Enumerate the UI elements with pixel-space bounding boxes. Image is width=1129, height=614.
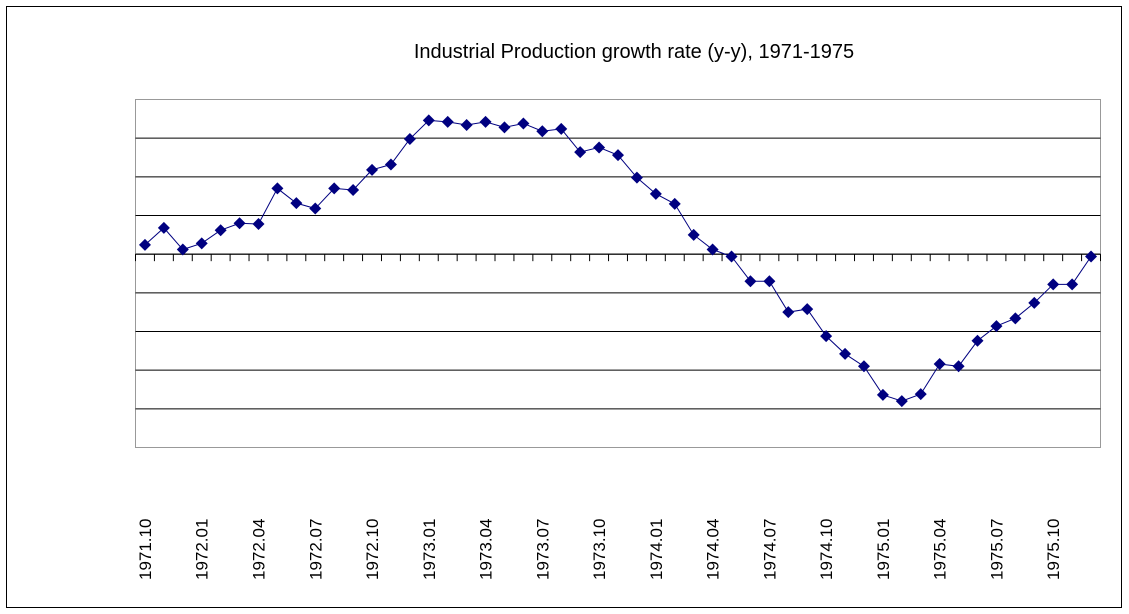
data-point <box>441 115 454 128</box>
data-point <box>1085 250 1098 263</box>
data-point <box>725 250 738 263</box>
x-tick-label: 1973.07 <box>533 519 552 580</box>
data-point <box>309 202 322 215</box>
data-point <box>895 395 908 408</box>
data-point <box>1047 278 1060 291</box>
data-point <box>914 388 927 401</box>
data-point <box>384 158 397 171</box>
data-point <box>479 115 492 128</box>
data-point <box>290 197 303 210</box>
data-point <box>328 182 341 195</box>
data-point <box>801 303 814 316</box>
data-point <box>687 228 700 241</box>
x-tick-label: 1974.04 <box>704 519 723 580</box>
data-point <box>252 218 265 231</box>
x-tick-label: 1975.04 <box>931 519 950 580</box>
data-point <box>555 122 568 135</box>
x-tick-label: 1973.01 <box>420 519 439 580</box>
data-point <box>744 275 757 288</box>
data-point <box>952 360 965 373</box>
data-point <box>876 388 889 401</box>
data-point <box>857 360 870 373</box>
data-point <box>782 306 795 319</box>
data-point <box>157 221 170 234</box>
x-tick-label: 1972.04 <box>249 519 268 580</box>
data-point <box>990 320 1003 333</box>
data-point <box>214 224 227 237</box>
data-point <box>706 243 719 256</box>
data-point <box>839 347 852 360</box>
data-point <box>347 183 360 196</box>
data-point <box>138 238 151 251</box>
x-tick-label: 1973.10 <box>590 519 609 580</box>
x-tick-label: 1972.10 <box>363 519 382 580</box>
data-point <box>649 187 662 200</box>
data-point <box>460 119 473 132</box>
data-point <box>498 121 511 134</box>
data-point <box>971 334 984 347</box>
data-point <box>233 217 246 230</box>
x-tick-label: 1975.07 <box>987 519 1006 580</box>
data-point <box>1066 278 1079 291</box>
x-tick-label: 1975.01 <box>874 519 893 580</box>
x-tick-label: 1972.01 <box>193 519 212 580</box>
x-tick-label: 1974.10 <box>817 519 836 580</box>
data-point <box>630 171 643 184</box>
data-point <box>536 125 549 138</box>
data-point <box>422 114 435 127</box>
data-point <box>271 182 284 195</box>
chart-title: Industrial Production growth rate (y-y),… <box>414 41 854 63</box>
data-point <box>763 275 776 288</box>
data-point <box>933 357 946 370</box>
x-tick-label: 1975.10 <box>1044 519 1063 580</box>
data-point <box>1028 296 1041 309</box>
data-point <box>403 132 416 145</box>
data-point <box>1009 312 1022 325</box>
data-point <box>820 330 833 343</box>
x-tick-label: 1972.07 <box>306 519 325 580</box>
data-point <box>176 243 189 256</box>
data-point <box>195 237 208 250</box>
data-point <box>574 146 587 159</box>
x-tick-label: 1974.07 <box>760 519 779 580</box>
data-point <box>668 197 681 210</box>
x-tick-label: 1974.01 <box>647 519 666 580</box>
data-point <box>612 149 624 162</box>
x-tick-label: 1971.10 <box>136 519 155 580</box>
data-point <box>366 163 379 176</box>
data-point <box>517 117 530 130</box>
x-tick-label: 1973.04 <box>477 519 496 580</box>
data-point <box>593 141 606 154</box>
